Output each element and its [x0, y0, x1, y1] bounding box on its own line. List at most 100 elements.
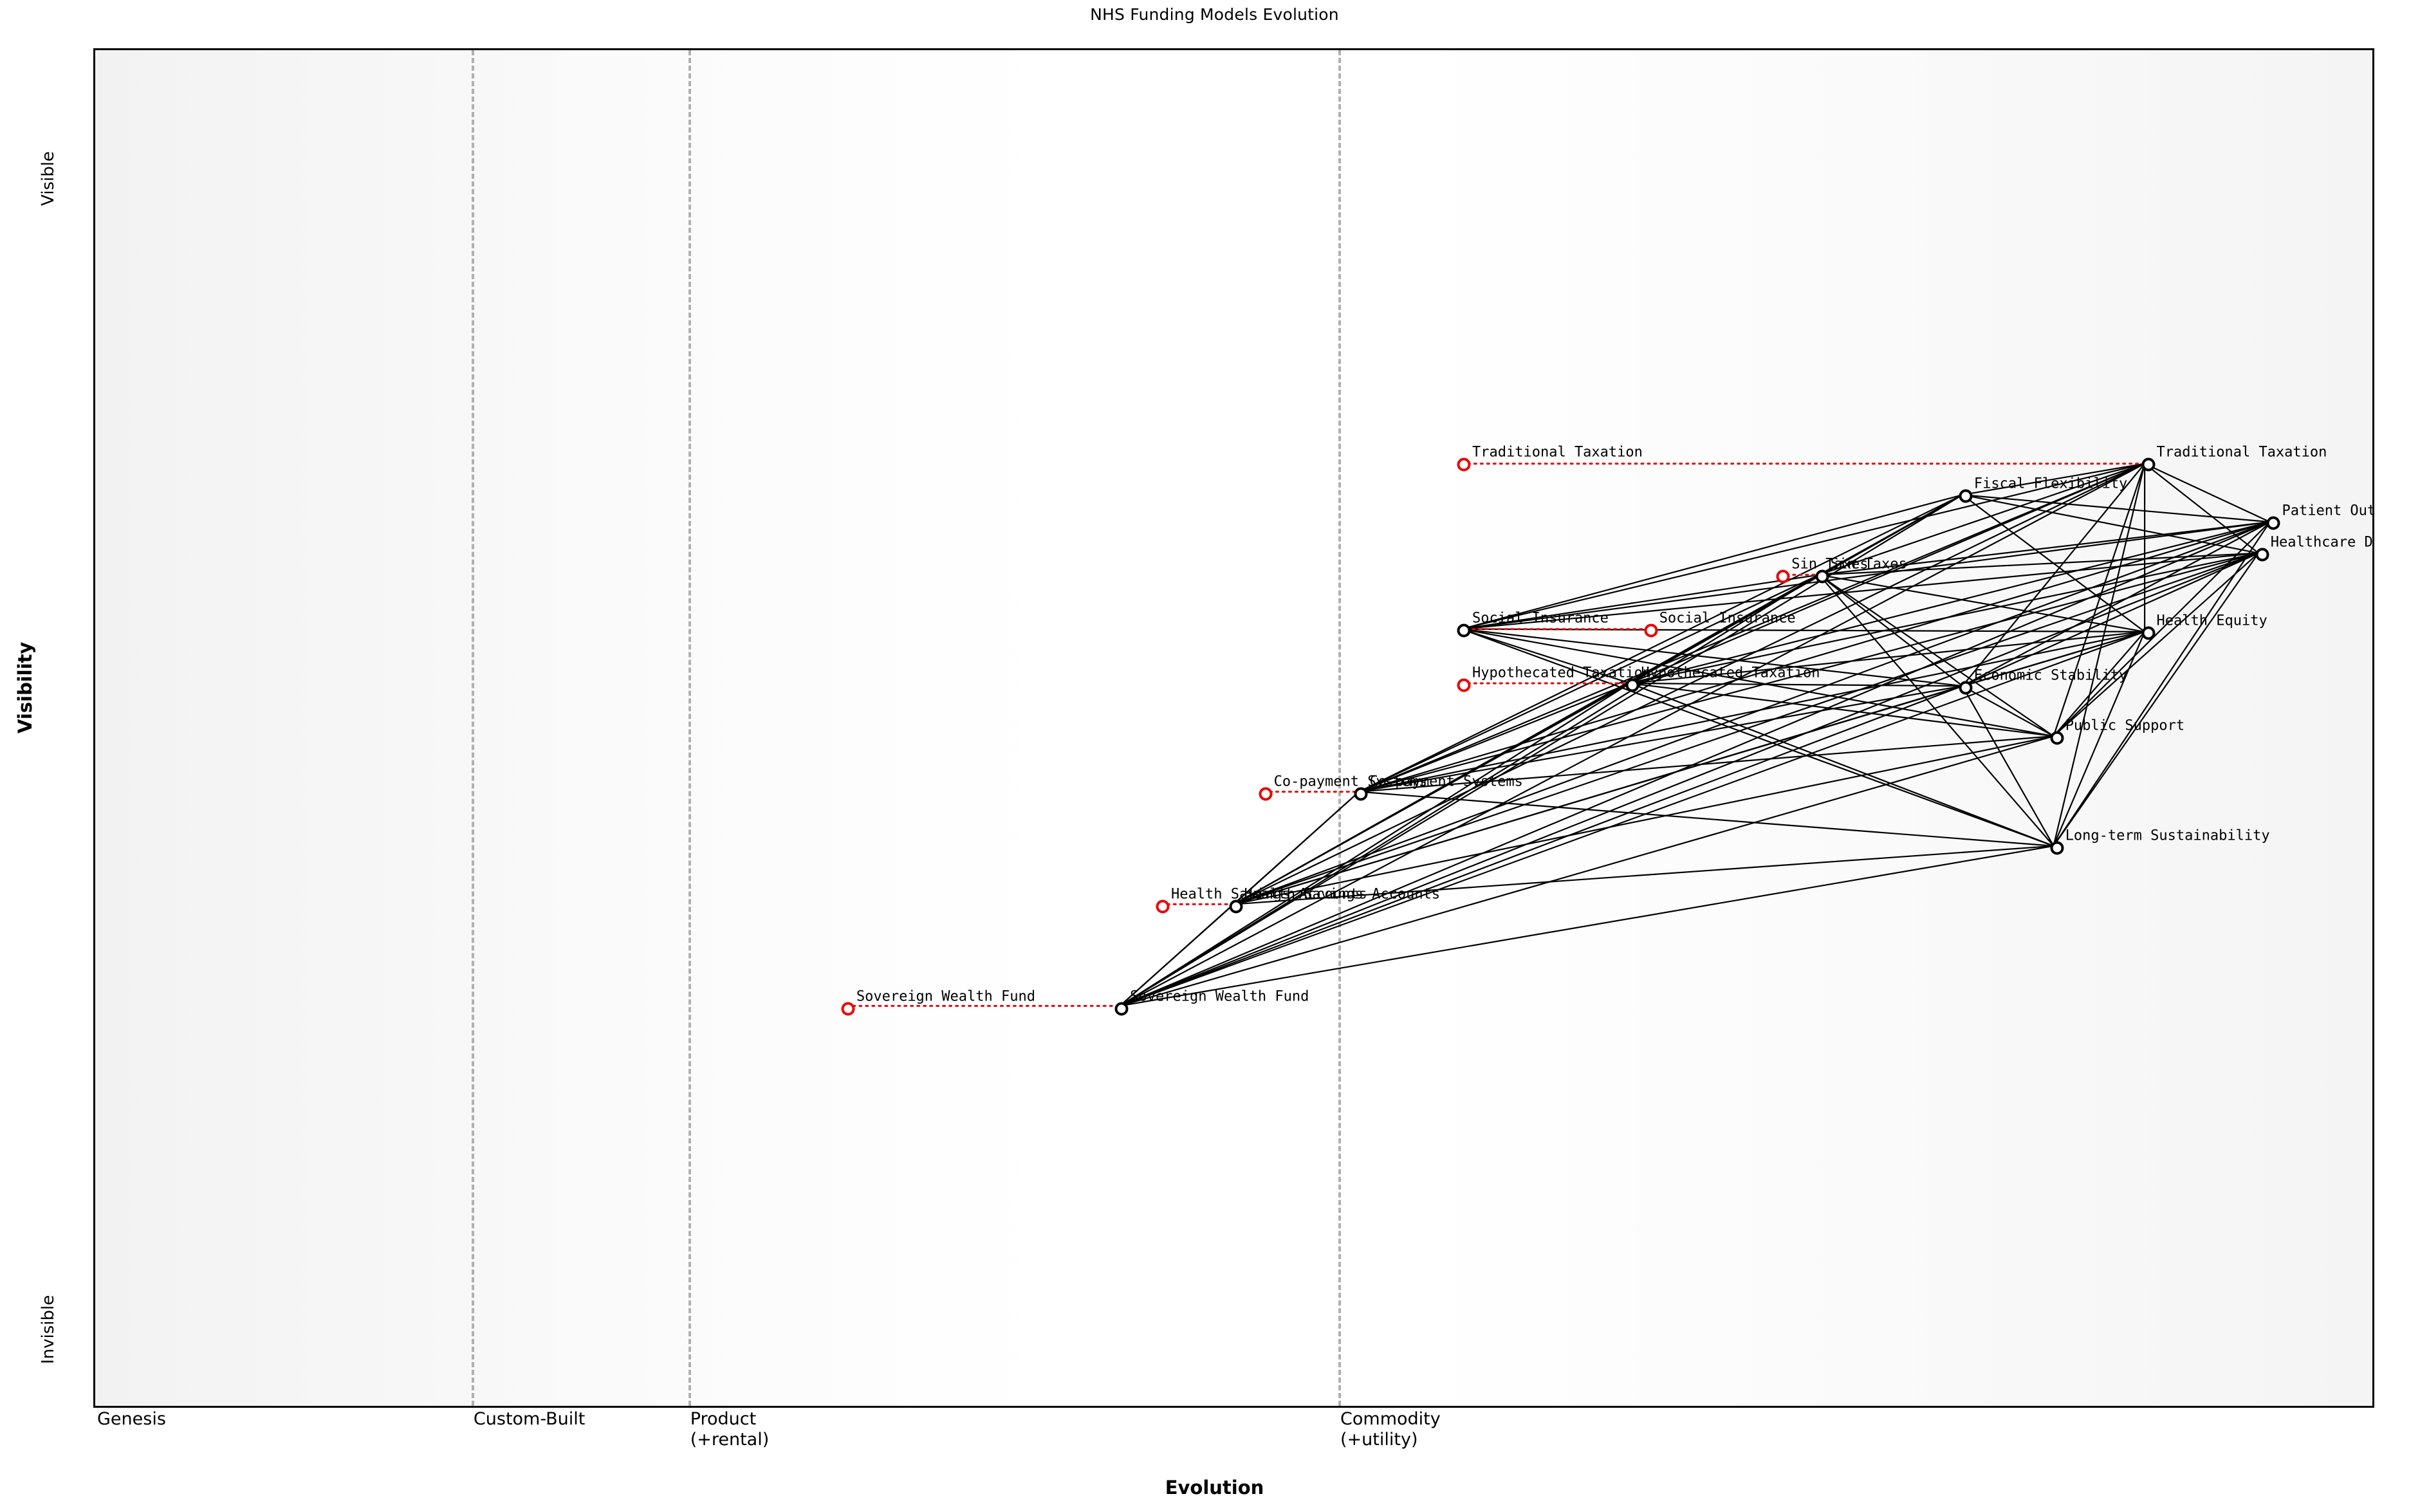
dependency-link: [2144, 463, 2271, 523]
dependency-link: [1358, 494, 1963, 793]
dependency-link: [1358, 685, 1963, 793]
dependency-link: [1233, 735, 2054, 905]
dependency-link: [1233, 683, 1630, 905]
map-node[interactable]: [1815, 569, 1829, 584]
dependency-link: [1962, 463, 2145, 496]
map-node[interactable]: [1625, 678, 1639, 692]
dependency-link: [1962, 494, 2270, 523]
dependency-link: [1962, 521, 2271, 687]
dependency-link: [1962, 494, 2145, 632]
dependency-link: [1120, 685, 1963, 1007]
dependency-link: [1818, 494, 1963, 576]
dependency-link: [1818, 521, 2270, 576]
dependency-link: [1630, 682, 2054, 737]
inertia-marker[interactable]: [1457, 457, 1471, 472]
map-node[interactable]: [1354, 787, 1368, 801]
map-node[interactable]: [1229, 899, 1242, 914]
dependency-link: [1233, 552, 2259, 905]
dependency-link: [1461, 628, 1630, 685]
dependency-link: [1120, 735, 2054, 1007]
inertia-marker[interactable]: [1457, 678, 1471, 692]
dependency-link: [1461, 521, 2270, 630]
dependency-link: [1629, 463, 2145, 684]
map-node[interactable]: [2050, 841, 2064, 855]
gridline: [471, 50, 474, 1406]
x-axis-tick: Custom-Built: [473, 1409, 586, 1429]
dependency-link: [1120, 521, 2271, 1007]
y-axis-title: Visibility: [14, 641, 36, 733]
map-node[interactable]: [1114, 1002, 1129, 1016]
dependency-link: [1962, 494, 2259, 554]
dependency-link: [1233, 685, 1963, 905]
dependency-link: [2053, 631, 2146, 847]
dependency-link: [1461, 552, 2259, 630]
dependency-link: [1120, 845, 2054, 1007]
gridline: [688, 50, 691, 1406]
dependency-link: [1461, 628, 1963, 687]
dependency-link: [1358, 552, 2259, 793]
page-title: NHS Funding Models Evolution: [1090, 5, 1339, 24]
gridline: [1338, 50, 1342, 1406]
inertia-marker[interactable]: [841, 1002, 855, 1016]
dependency-link: [1358, 463, 2145, 793]
dependency-link: [1358, 682, 1630, 793]
dependency-link: [2053, 521, 2271, 847]
y-axis-tick-invisible: Invisible: [39, 1295, 58, 1364]
map-node[interactable]: [2255, 548, 2269, 562]
x-axis-tick: Genesis: [97, 1409, 166, 1429]
inertia-marker[interactable]: [1156, 899, 1170, 914]
dependency-link: [1630, 682, 1963, 687]
dependency-link: [1962, 552, 2259, 687]
map-node[interactable]: [2141, 457, 2155, 472]
dependency-link: [1962, 685, 2055, 737]
dependency-link: [1358, 631, 2145, 793]
dependency-link: [1461, 494, 1963, 630]
map-node[interactable]: [1959, 681, 1973, 695]
dependency-link: [1818, 574, 2055, 847]
dependency-link: [1119, 683, 1630, 1007]
x-axis-tick: Product (+rental): [690, 1409, 770, 1450]
y-axis-tick-visible: Visible: [39, 151, 58, 206]
dependency-link: [1120, 463, 2145, 1007]
dependency-link: [1359, 735, 2054, 793]
inertia-marker[interactable]: [1644, 623, 1658, 638]
dependency-link: [1461, 628, 2054, 847]
dependency-link-group: [845, 463, 2271, 1007]
dependency-link: [1120, 631, 2145, 1007]
dependency-link: [1818, 574, 2055, 737]
map-node[interactable]: [1457, 623, 1471, 638]
dependency-link: [1818, 552, 2259, 576]
x-axis-title: Evolution: [1165, 1477, 1264, 1498]
dependency-link: [1461, 463, 2145, 630]
dependency-link: [1233, 845, 2054, 905]
dependency-link: [1233, 791, 1360, 905]
map-node[interactable]: [2266, 516, 2280, 530]
dependency-link: [1461, 574, 1820, 630]
dependency-link: [1119, 494, 1963, 1007]
map-node[interactable]: [1959, 489, 1973, 503]
dependency-link: [2053, 553, 2259, 847]
dependency-link: [1818, 463, 2145, 576]
inertia-marker[interactable]: [1776, 569, 1790, 584]
dependency-link: [1461, 628, 2054, 737]
x-axis-tick: Commodity (+utility): [1340, 1409, 1441, 1450]
dependency-link: [2053, 631, 2145, 737]
dependency-link: [1818, 574, 2145, 632]
dependency-link: [2053, 552, 2259, 737]
plot-area: Traditional Taxation Sin Taxes Social Insu…: [93, 48, 2374, 1408]
dependency-link: [1359, 791, 2054, 847]
dependency-link: [1962, 631, 2145, 687]
dependency-link: [1630, 552, 2259, 685]
dependency-link: [1818, 574, 1963, 687]
dependency-link: [1630, 521, 2271, 685]
dependency-link: [1233, 521, 2271, 905]
dependency-link: [2053, 521, 2271, 737]
dependency-link: [1629, 682, 2054, 847]
dependency-link: [1119, 903, 1235, 1007]
inertia-marker[interactable]: [1259, 787, 1273, 801]
dependency-link: [1962, 685, 2055, 847]
dependency-link: [1962, 463, 2145, 687]
map-node[interactable]: [2141, 626, 2155, 640]
map-node[interactable]: [2050, 731, 2064, 745]
